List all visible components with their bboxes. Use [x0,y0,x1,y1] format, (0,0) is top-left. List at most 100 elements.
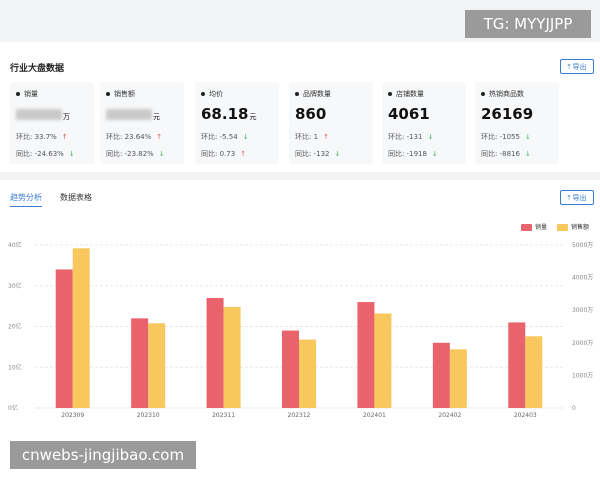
x-tick-label: 202311 [212,412,235,419]
card-hoq: -5.54 [219,133,238,141]
x-tick-label: 202402 [438,412,461,419]
card-hot-items: 热销商品数 26169 环比: -1055 ↓ 同比: -8816 ↓ [475,82,559,164]
export-icon: ⤒ [567,63,571,71]
arrow-up-icon: ↑ [156,133,163,141]
arrow-down-icon: ↓ [524,133,531,141]
x-tick-label: 202401 [363,412,386,419]
bullet-icon [295,92,299,96]
y-left-tick-label: 30亿 [8,282,22,290]
card-yoy: -24.63% [34,150,64,158]
export-label: 导出 [572,194,587,202]
bar-sales-amount [525,336,543,408]
watermark-top: TG: MYYJJPP [465,10,591,38]
overview-export-button[interactable]: ⤒ 导出 [560,59,594,74]
bullet-icon [106,92,110,96]
y-right-tick-label: 2000万 [572,340,593,347]
card-label: 均价 [209,90,223,98]
card-value-masked: 元 [106,105,160,123]
bar-sales-amount [72,248,90,408]
card-unit: 元 [153,113,160,121]
overview-title: 行业大盘数据 [10,64,65,74]
arrow-down-icon: ↓ [524,150,531,158]
x-tick-label: 202310 [137,412,160,419]
arrow-down-icon: ↓ [68,150,75,158]
card-label: 店铺数量 [396,90,424,98]
card-yoy: 0.73 [219,150,236,158]
watermark-bottom: cnwebs-jingjibao.com [10,441,196,469]
card-label: 热销商品数 [489,90,524,98]
legend-label: 销售额 [571,224,590,231]
card-avg-price: 均价 68.18元 环比: -5.54 ↓ 同比: 0.73 ↑ [195,82,279,164]
card-hoq: 33.7% [34,133,57,141]
bar-sales-amount [299,339,316,408]
card-yoy: -23.82% [124,150,154,158]
export-icon: ⤒ [567,194,571,202]
card-yoy: -132 [313,150,330,158]
tab-data-table[interactable]: 数据表格 [60,193,92,202]
y-left-tick-label: 20亿 [8,323,22,331]
arrow-up-icon: ↑ [240,150,247,158]
card-hoq: 1 [313,133,319,141]
card-hoq: 23.64% [124,133,152,141]
arrow-down-icon: ↓ [427,133,434,141]
y-left-tick-label: 0亿 [8,404,18,412]
legend-swatch [557,224,568,231]
arrow-up-icon: ↑ [323,133,329,141]
card-yoy: -8816 [499,150,520,158]
card-yoy: -1918 [406,150,427,158]
bullet-icon [16,92,20,96]
analysis-panel: 趋势分析 数据表格 ⤒ 导出 销量 销售额 [0,180,600,480]
card-hoq: -131 [406,133,423,141]
y-right-tick-label: 1000万 [572,372,593,379]
legend-item-sales-volume[interactable]: 销量 [521,222,547,231]
y-left-tick-label: 40亿 [8,241,22,249]
y-right-tick-label: 0 [572,405,576,412]
analysis-export-button[interactable]: ⤒ 导出 [560,190,594,205]
bullet-icon [201,92,205,96]
legend-swatch [521,224,532,231]
card-sales-volume: 销量 万 环比: 33.7% ↑ 同比: -24.63% ↓ [10,82,94,164]
y-right-tick-label: 5000万 [572,242,593,249]
blurred-value [106,109,152,120]
bar-sales-volume [357,302,375,408]
x-tick-label: 202312 [288,412,311,419]
x-tick-label: 202309 [61,412,84,419]
arrow-down-icon: ↓ [158,150,165,158]
card-hoq: -1055 [499,133,520,141]
bullet-icon [481,92,485,96]
card-value: 860 [295,105,327,123]
bar-sales-volume [508,322,526,408]
card-value-masked: 万 [16,105,70,123]
arrow-up-icon: ↑ [61,133,68,141]
bar-sales-amount [223,306,241,408]
bar-sales-amount [449,349,467,408]
y-right-tick-label: 3000万 [572,307,593,314]
card-label: 销量 [24,90,38,98]
card-unit: 元 [249,113,257,121]
arrow-down-icon: ↓ [242,133,249,141]
card-label: 品牌数量 [303,90,331,98]
card-value: 68.18元 [201,105,257,123]
export-label: 导出 [572,63,587,71]
bar-sales-volume [206,297,224,408]
blurred-value [16,109,62,120]
tab-trend-analysis[interactable]: 趋势分析 [10,193,42,207]
card-value: 4061 [388,105,430,123]
card-value: 26169 [481,105,534,123]
x-tick-label: 202403 [514,412,537,419]
legend-item-sales-amount[interactable]: 销售额 [557,222,589,231]
bar-sales-volume [432,342,450,408]
bar-sales-volume [55,269,73,408]
bar-sales-volume [282,330,299,408]
overview-panel: 行业大盘数据 ⤒ 导出 销量 万 环比: 33.7% ↑ 同比: -24.63% ↓ … [0,42,600,172]
card-sales-amount: 销售额 元 环比: 23.64% ↑ 同比: -23.82% ↓ [100,82,184,164]
bar-sales-amount [148,323,166,408]
y-left-tick-label: 10亿 [8,363,22,371]
y-right-tick-label: 4000万 [572,275,593,282]
arrow-down-icon: ↓ [334,150,341,158]
legend-label: 销量 [535,224,548,231]
bar-sales-amount [374,313,392,408]
card-label: 销售额 [114,90,135,98]
card-unit: 万 [63,113,70,121]
card-brand-count: 品牌数量 860 环比: 1 ↑ 同比: -132 ↓ [289,82,373,164]
